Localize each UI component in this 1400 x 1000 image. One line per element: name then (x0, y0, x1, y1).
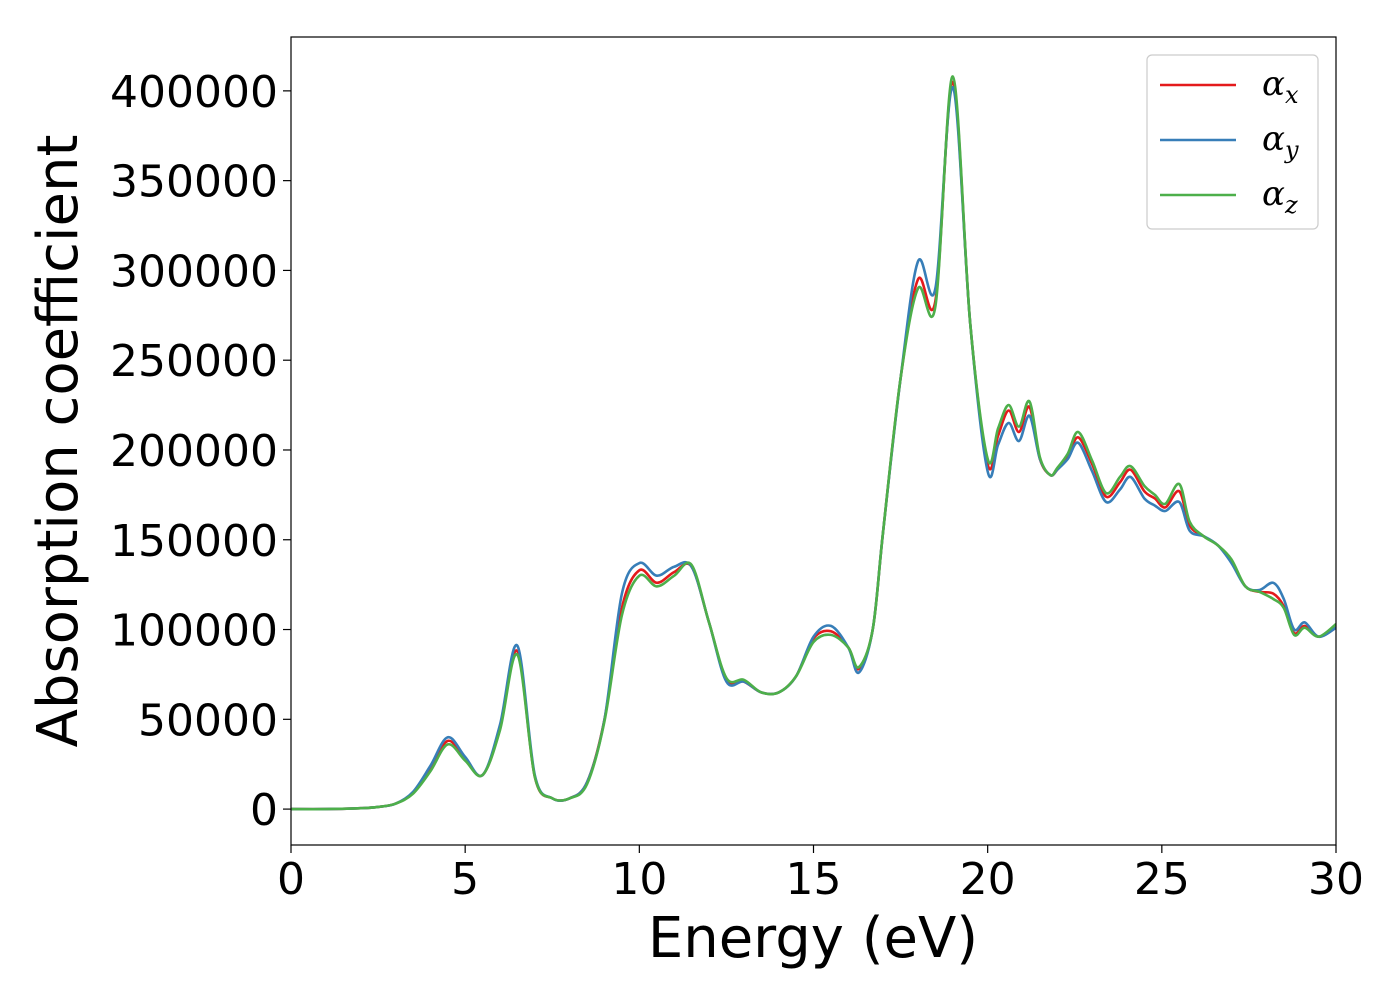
y-tick-label: 350000 (110, 157, 278, 208)
axis-ticks: 0 5 10 15 20 25 30 0 50000 100000 150000 200000 2500… (110, 67, 1364, 905)
y-tick-label: 200000 (110, 426, 278, 477)
legend-box (1146, 54, 1319, 230)
y-tick-label: 300000 (110, 246, 278, 297)
series-line-z (291, 75, 1336, 811)
legend-entries: αx αy αz (1160, 64, 1299, 219)
y-tick-label: 0 (250, 785, 278, 836)
plot-frame (290, 36, 1337, 846)
y-axis-label: Absorption coefficient (26, 135, 91, 748)
legend-label-y: αy (1262, 119, 1299, 164)
y-tick-label: 150000 (110, 516, 278, 567)
y-tick-label: 100000 (110, 606, 278, 657)
x-tick-label: 15 (786, 854, 842, 905)
plot-area (291, 75, 1336, 811)
x-tick-label: 0 (277, 854, 305, 905)
x-tick-label: 25 (1134, 854, 1190, 905)
x-axis-label: Energy (eV) (648, 906, 978, 971)
x-tick-label: 5 (451, 854, 479, 905)
y-tick-label: 250000 (110, 336, 278, 387)
legend-label-z: αz (1262, 174, 1298, 219)
x-tick-label: 20 (960, 854, 1016, 905)
legend-label-x: αx (1262, 64, 1299, 109)
y-tick-label: 400000 (110, 67, 278, 118)
x-tick-label: 30 (1308, 854, 1364, 905)
x-tick-label: 10 (611, 854, 667, 905)
y-tick-label: 50000 (138, 695, 278, 746)
legend: αx αy αz (1146, 54, 1319, 230)
